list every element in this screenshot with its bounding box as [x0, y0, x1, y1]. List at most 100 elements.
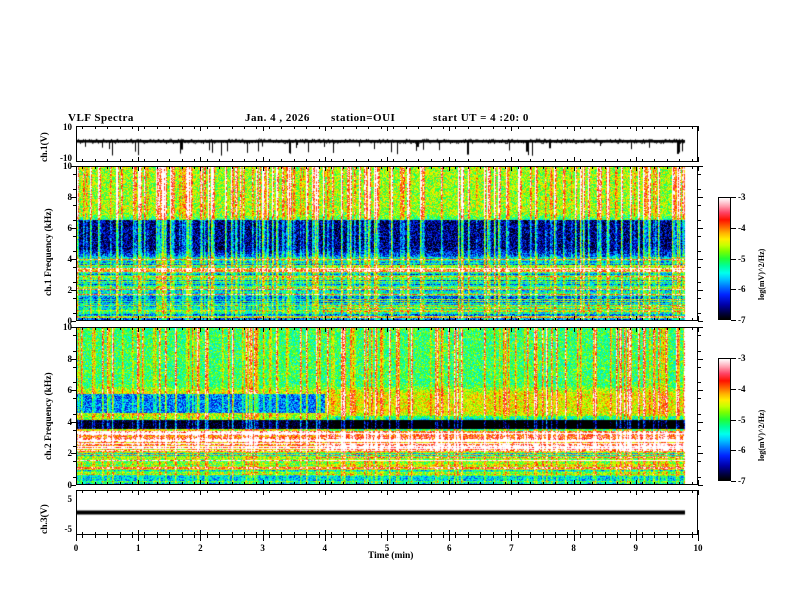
panel-top-minor-tick — [679, 126, 681, 129]
panel-bottom-minor-tick — [219, 159, 221, 162]
panel-top-minor-tick — [131, 166, 133, 169]
panel-bottom-major-tick — [76, 157, 77, 162]
y-minor-tick-right — [698, 477, 701, 479]
x-tick-mark — [573, 535, 575, 541]
panel-top-major-tick — [138, 126, 140, 131]
colorbar-ch2-label: log(mV)^2/Hz) — [757, 409, 766, 461]
panel-bottom-minor-tick — [617, 318, 619, 321]
panel-bottom-minor-tick — [293, 482, 295, 485]
x-minor-tick — [554, 535, 556, 538]
ch2-spec-axis-title: ch.2 Frequency (kHz) — [44, 372, 54, 460]
panel-top-minor-tick — [256, 327, 258, 330]
panel-bottom-major-tick — [449, 316, 451, 321]
y-tick-mark-right — [698, 485, 703, 486]
panel-top-minor-tick — [642, 126, 644, 129]
panel-bottom-minor-tick — [442, 482, 444, 485]
panel-bottom-minor-tick — [542, 159, 544, 162]
panel-top-minor-tick — [554, 490, 556, 493]
panel-bottom-minor-tick — [206, 318, 208, 321]
panel-top-minor-tick — [405, 126, 407, 129]
panel-bottom-minor-tick — [219, 482, 221, 485]
panel-top-minor-tick — [119, 166, 121, 169]
panel-top-minor-tick — [579, 126, 581, 129]
x-minor-tick — [567, 535, 569, 538]
y-tick-label: 0 — [67, 480, 73, 490]
colorbar-tick-mark — [731, 258, 736, 260]
panel-bottom-minor-tick — [554, 318, 556, 321]
panel-bottom-minor-tick — [355, 318, 357, 321]
panel-top-major-tick — [324, 166, 326, 171]
panel-top-minor-tick — [480, 327, 482, 330]
panel-bottom-minor-tick — [691, 318, 693, 321]
colorbar-ch2 — [718, 358, 731, 481]
x-minor-tick — [579, 535, 581, 538]
panel-top-minor-tick — [579, 327, 581, 330]
panel-bottom-minor-tick — [206, 482, 208, 485]
x-minor-tick — [492, 535, 494, 538]
panel-top-minor-tick — [542, 490, 544, 493]
y-minor-tick-right — [698, 313, 701, 315]
panel-bottom-minor-tick — [430, 318, 432, 321]
y-minor-tick — [73, 429, 76, 431]
panel-bottom-minor-tick — [505, 318, 507, 321]
panel-top-minor-tick — [530, 327, 532, 330]
panel-bottom-minor-tick — [331, 318, 333, 321]
panel-top-minor-tick — [331, 327, 333, 330]
x-minor-tick — [107, 535, 109, 538]
panel-top-minor-tick — [604, 166, 606, 169]
panel-bottom-minor-tick — [579, 159, 581, 162]
start-ut-label: start UT = 4 :20: 0 — [433, 112, 529, 124]
panel-bottom-minor-tick — [256, 482, 258, 485]
x-minor-tick — [243, 535, 245, 538]
panel-top-minor-tick — [405, 327, 407, 330]
panel-bottom-minor-tick — [629, 532, 631, 535]
panel-top-major-tick — [324, 126, 326, 131]
panel-bottom-minor-tick — [219, 318, 221, 321]
panel-bottom-minor-tick — [156, 318, 158, 321]
panel-top-minor-tick — [617, 327, 619, 330]
panel-top-minor-tick — [268, 166, 270, 169]
panel-bottom-minor-tick — [579, 482, 581, 485]
panel-bottom-minor-tick — [629, 482, 631, 485]
colorbar-tick-mark — [731, 197, 736, 198]
panel-bottom-minor-tick — [256, 318, 258, 321]
panel-bottom-minor-tick — [343, 532, 345, 535]
panel-bottom-minor-tick — [666, 482, 668, 485]
y-minor-tick-right — [698, 461, 701, 463]
panel-top-minor-tick — [293, 490, 295, 493]
panel-bottom-minor-tick — [82, 532, 84, 535]
panel-bottom-minor-tick — [268, 482, 270, 485]
panel-top-minor-tick — [194, 327, 196, 330]
panel-top-minor-tick — [430, 126, 432, 129]
panel-bottom-minor-tick — [530, 318, 532, 321]
panel-top-minor-tick — [181, 166, 183, 169]
panel-bottom-minor-tick — [567, 159, 569, 162]
x-minor-tick — [194, 535, 196, 538]
x-minor-tick — [94, 535, 96, 538]
panel-top-minor-tick — [281, 166, 283, 169]
colorbar-tick-label: -3 — [738, 192, 746, 202]
y-tick-mark — [71, 259, 76, 260]
panel-top-minor-tick — [405, 166, 407, 169]
y-tick-mark-right — [698, 453, 703, 455]
y-minor-tick-right — [698, 235, 701, 237]
panel-bottom-minor-tick — [642, 159, 644, 162]
panel-bottom-major-tick — [635, 316, 637, 321]
panel-bottom-minor-tick — [331, 532, 333, 535]
panel-bottom-minor-tick — [107, 532, 109, 535]
panel-bottom-minor-tick — [169, 532, 171, 535]
y-tick-mark — [71, 197, 76, 198]
panel-bottom-major-tick — [138, 316, 140, 321]
panel-top-major-tick — [387, 126, 388, 131]
y-tick-label: 10 — [63, 322, 72, 332]
x-minor-tick — [293, 535, 295, 538]
panel-top-minor-tick — [119, 327, 121, 330]
panel-top-minor-tick — [691, 126, 693, 129]
panel-bottom-minor-tick — [380, 482, 382, 485]
panel-top-minor-tick — [219, 126, 221, 129]
panel-top-minor-tick — [530, 490, 532, 493]
panel-top-minor-tick — [505, 166, 507, 169]
panel-top-minor-tick — [306, 126, 308, 129]
panel-bottom-minor-tick — [579, 318, 581, 321]
y-tick-mark — [71, 321, 76, 322]
